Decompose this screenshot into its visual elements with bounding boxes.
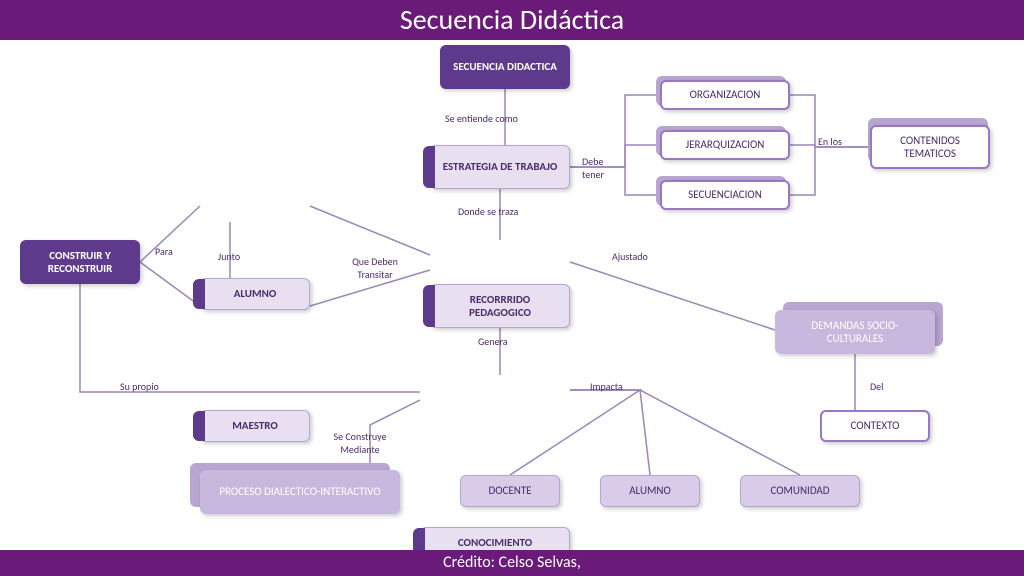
edge-label-l9: Genera bbox=[478, 335, 508, 348]
credit-line: Crédito: Celso Selvas, bbox=[0, 550, 1024, 576]
edge-label-l7: Junto bbox=[218, 250, 240, 263]
node-label: SECUENCIACION bbox=[688, 188, 762, 201]
edge-label-l3: En los bbox=[818, 135, 842, 148]
node-label: CONOCIMIENTO bbox=[458, 536, 532, 549]
node-construir: CONSTRUIR Y RECONSTRUIR bbox=[20, 240, 140, 284]
node-proceso: PROCESO DIALECTICO-INTERACTIVO bbox=[200, 470, 400, 514]
node-comunidad: COMUNIDAD bbox=[740, 475, 860, 507]
node-label: COMUNIDAD bbox=[770, 484, 829, 497]
node-jerarq: JERARQUIZACION bbox=[660, 130, 790, 160]
node-label: SECUENCIA DIDACTICA bbox=[453, 60, 557, 73]
node-label: JERARQUIZACION bbox=[686, 138, 765, 151]
node-label: ORGANIZACION bbox=[690, 88, 761, 101]
node-label: DEMANDAS SOCIO-CULTURALES bbox=[785, 319, 925, 345]
node-maestro: MAESTRO bbox=[200, 410, 310, 442]
node-label: PROCESO DIALECTICO-INTERACTIVO bbox=[219, 485, 380, 498]
edge-label-l4: Donde se traza bbox=[458, 205, 518, 218]
node-organizacion: ORGANIZACION bbox=[660, 80, 790, 110]
edge-label-l10: Su propio bbox=[120, 380, 159, 393]
node-alumno1: ALUMNO bbox=[200, 278, 310, 310]
page-title: Secuencia Didáctica bbox=[0, 0, 1024, 40]
node-label: ESTRATEGIA DE TRABAJO bbox=[443, 160, 558, 173]
edge-label-l12: Del bbox=[870, 380, 883, 393]
edge-label-l6: Para bbox=[155, 245, 173, 258]
node-label: CONSTRUIR Y RECONSTRUIR bbox=[30, 249, 130, 275]
edge-label-l11: Impacta bbox=[590, 380, 623, 393]
edge-label-l13: Se Construye Mediante bbox=[320, 430, 400, 456]
node-label: MAESTRO bbox=[232, 419, 278, 432]
node-estrategia: ESTRATEGIA DE TRABAJO bbox=[430, 145, 570, 189]
edge-label-l8: Que Deben Transitar bbox=[335, 255, 415, 281]
node-alumno2: ALUMNO bbox=[600, 475, 700, 507]
node-label: ALUMNO bbox=[629, 484, 671, 497]
node-demandas: DEMANDAS SOCIO-CULTURALES bbox=[775, 310, 935, 354]
node-contexto: CONTEXTO bbox=[820, 410, 930, 442]
node-label: ALUMNO bbox=[234, 287, 277, 300]
node-label: CONTEXTO bbox=[851, 419, 900, 432]
node-recorrido: RECORRRIDO PEDAGOGICO bbox=[430, 284, 570, 328]
node-contenidos: CONTENIDOS TEMATICOS bbox=[870, 125, 990, 169]
node-label: DOCENTE bbox=[488, 484, 531, 497]
node-docente: DOCENTE bbox=[460, 475, 560, 507]
edge-label-l2: Debe tener bbox=[582, 155, 622, 181]
node-label: RECORRRIDO PEDAGOGICO bbox=[441, 293, 559, 319]
edge-label-l1: Se entiende como bbox=[445, 112, 518, 125]
node-root: SECUENCIA DIDACTICA bbox=[440, 45, 570, 89]
node-label: CONTENIDOS TEMATICOS bbox=[882, 134, 978, 160]
edge-label-l5: Ajustado bbox=[612, 250, 648, 263]
diagram-canvas: SECUENCIA DIDACTICA ESTRATEGIA DE TRABAJO… bbox=[0, 40, 1024, 550]
node-secuenc: SECUENCIACION bbox=[660, 180, 790, 210]
